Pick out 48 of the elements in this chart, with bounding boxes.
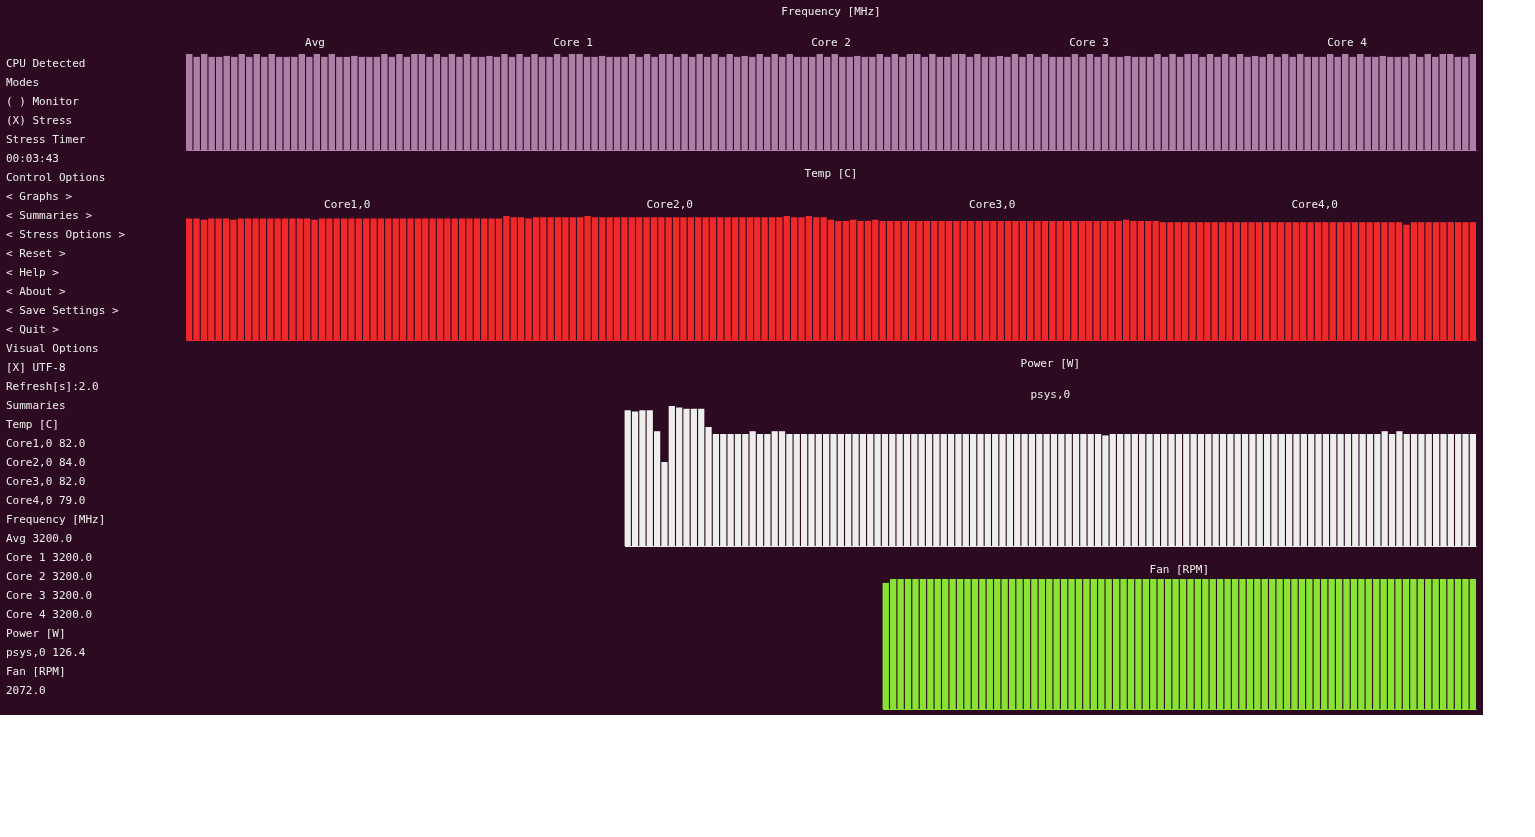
text: psys,0 [1030,388,1071,401]
text: ( ) Monitor [6,94,80,108]
text: Power [W] [6,626,66,640]
text: CPU Detected [6,56,86,70]
text: < Reset > [6,246,66,260]
chart-title: Temp [C] [804,167,858,180]
text: < About > [6,284,66,298]
chart-title: Frequency [MHz] [781,5,881,18]
text: (X) Stress [6,113,73,127]
text: Core 3 [1069,36,1109,49]
text: Core 2 [811,36,851,49]
text: Core 3 3200.0 [6,588,93,602]
text: Control Options [6,170,106,184]
text: Core 1 [553,36,593,49]
text: < Save Settings > [6,303,119,317]
text: Core3,0 [969,198,1016,211]
text: 00:03:43 [6,151,59,165]
text: < Quit > [6,322,60,336]
text: Avg 3200.0 [6,531,73,545]
text: psys,0 126.4 [6,645,86,659]
text: Core3,0 82.0 [6,474,86,488]
text: Core 2 3200.0 [6,569,93,583]
text: Core1,0 [324,198,371,211]
text: Core4,0 79.0 [6,493,86,507]
text: Core4,0 [1291,198,1338,211]
text: 2072.0 [6,683,46,697]
text: Modes [6,75,40,89]
text: [X] UTF-8 [6,360,66,374]
text: Visual Options [6,341,99,355]
chart-title: Power [W] [1020,357,1081,370]
text: Frequency [MHz] [6,512,106,526]
text: Core 4 3200.0 [6,607,93,621]
text: Core 1 3200.0 [6,550,93,564]
text: Stress Timer [6,132,86,146]
text: Summaries [6,398,66,412]
text: Core 4 [1327,36,1368,49]
text: Core2,0 [646,198,693,211]
text: < Summaries > [6,208,93,222]
text: Temp [C] [6,417,59,431]
text: Avg [305,36,325,49]
text: Core2,0 84.0 [6,455,86,469]
text: Fan [RPM] [6,664,66,678]
text: Refresh[s]:2.0 [6,379,99,393]
text: Core1,0 82.0 [6,436,86,450]
text: < Graphs > [6,189,73,203]
text: < Stress Options > [6,227,126,241]
chart-title: Fan [RPM] [1149,563,1210,576]
text: < Help > [6,265,60,279]
